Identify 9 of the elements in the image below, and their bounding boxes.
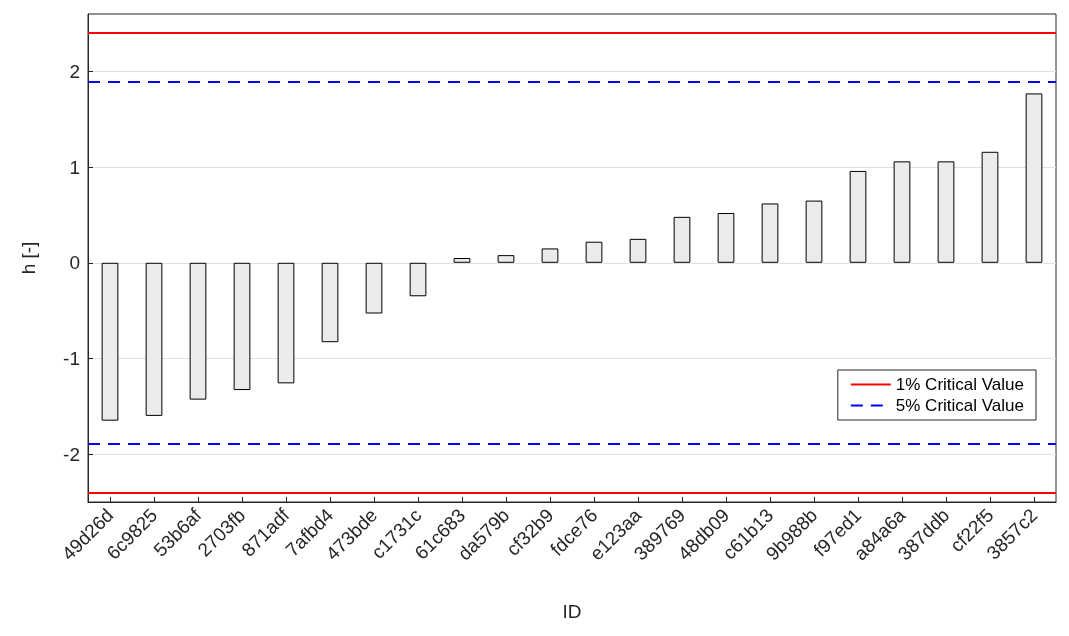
legend-label: 5% Critical Value bbox=[895, 396, 1025, 415]
y-tick-label: 1 bbox=[69, 156, 80, 178]
y-tick-label: -1 bbox=[63, 347, 80, 369]
y-axis-title: h [-] bbox=[18, 241, 39, 275]
y-tick-label: 2 bbox=[69, 60, 80, 82]
y-tick-label: 0 bbox=[69, 252, 80, 274]
y-tick-label: -2 bbox=[63, 443, 80, 465]
x-axis-title: ID bbox=[562, 601, 582, 622]
legend-label: 1% Critical Value bbox=[895, 375, 1025, 394]
